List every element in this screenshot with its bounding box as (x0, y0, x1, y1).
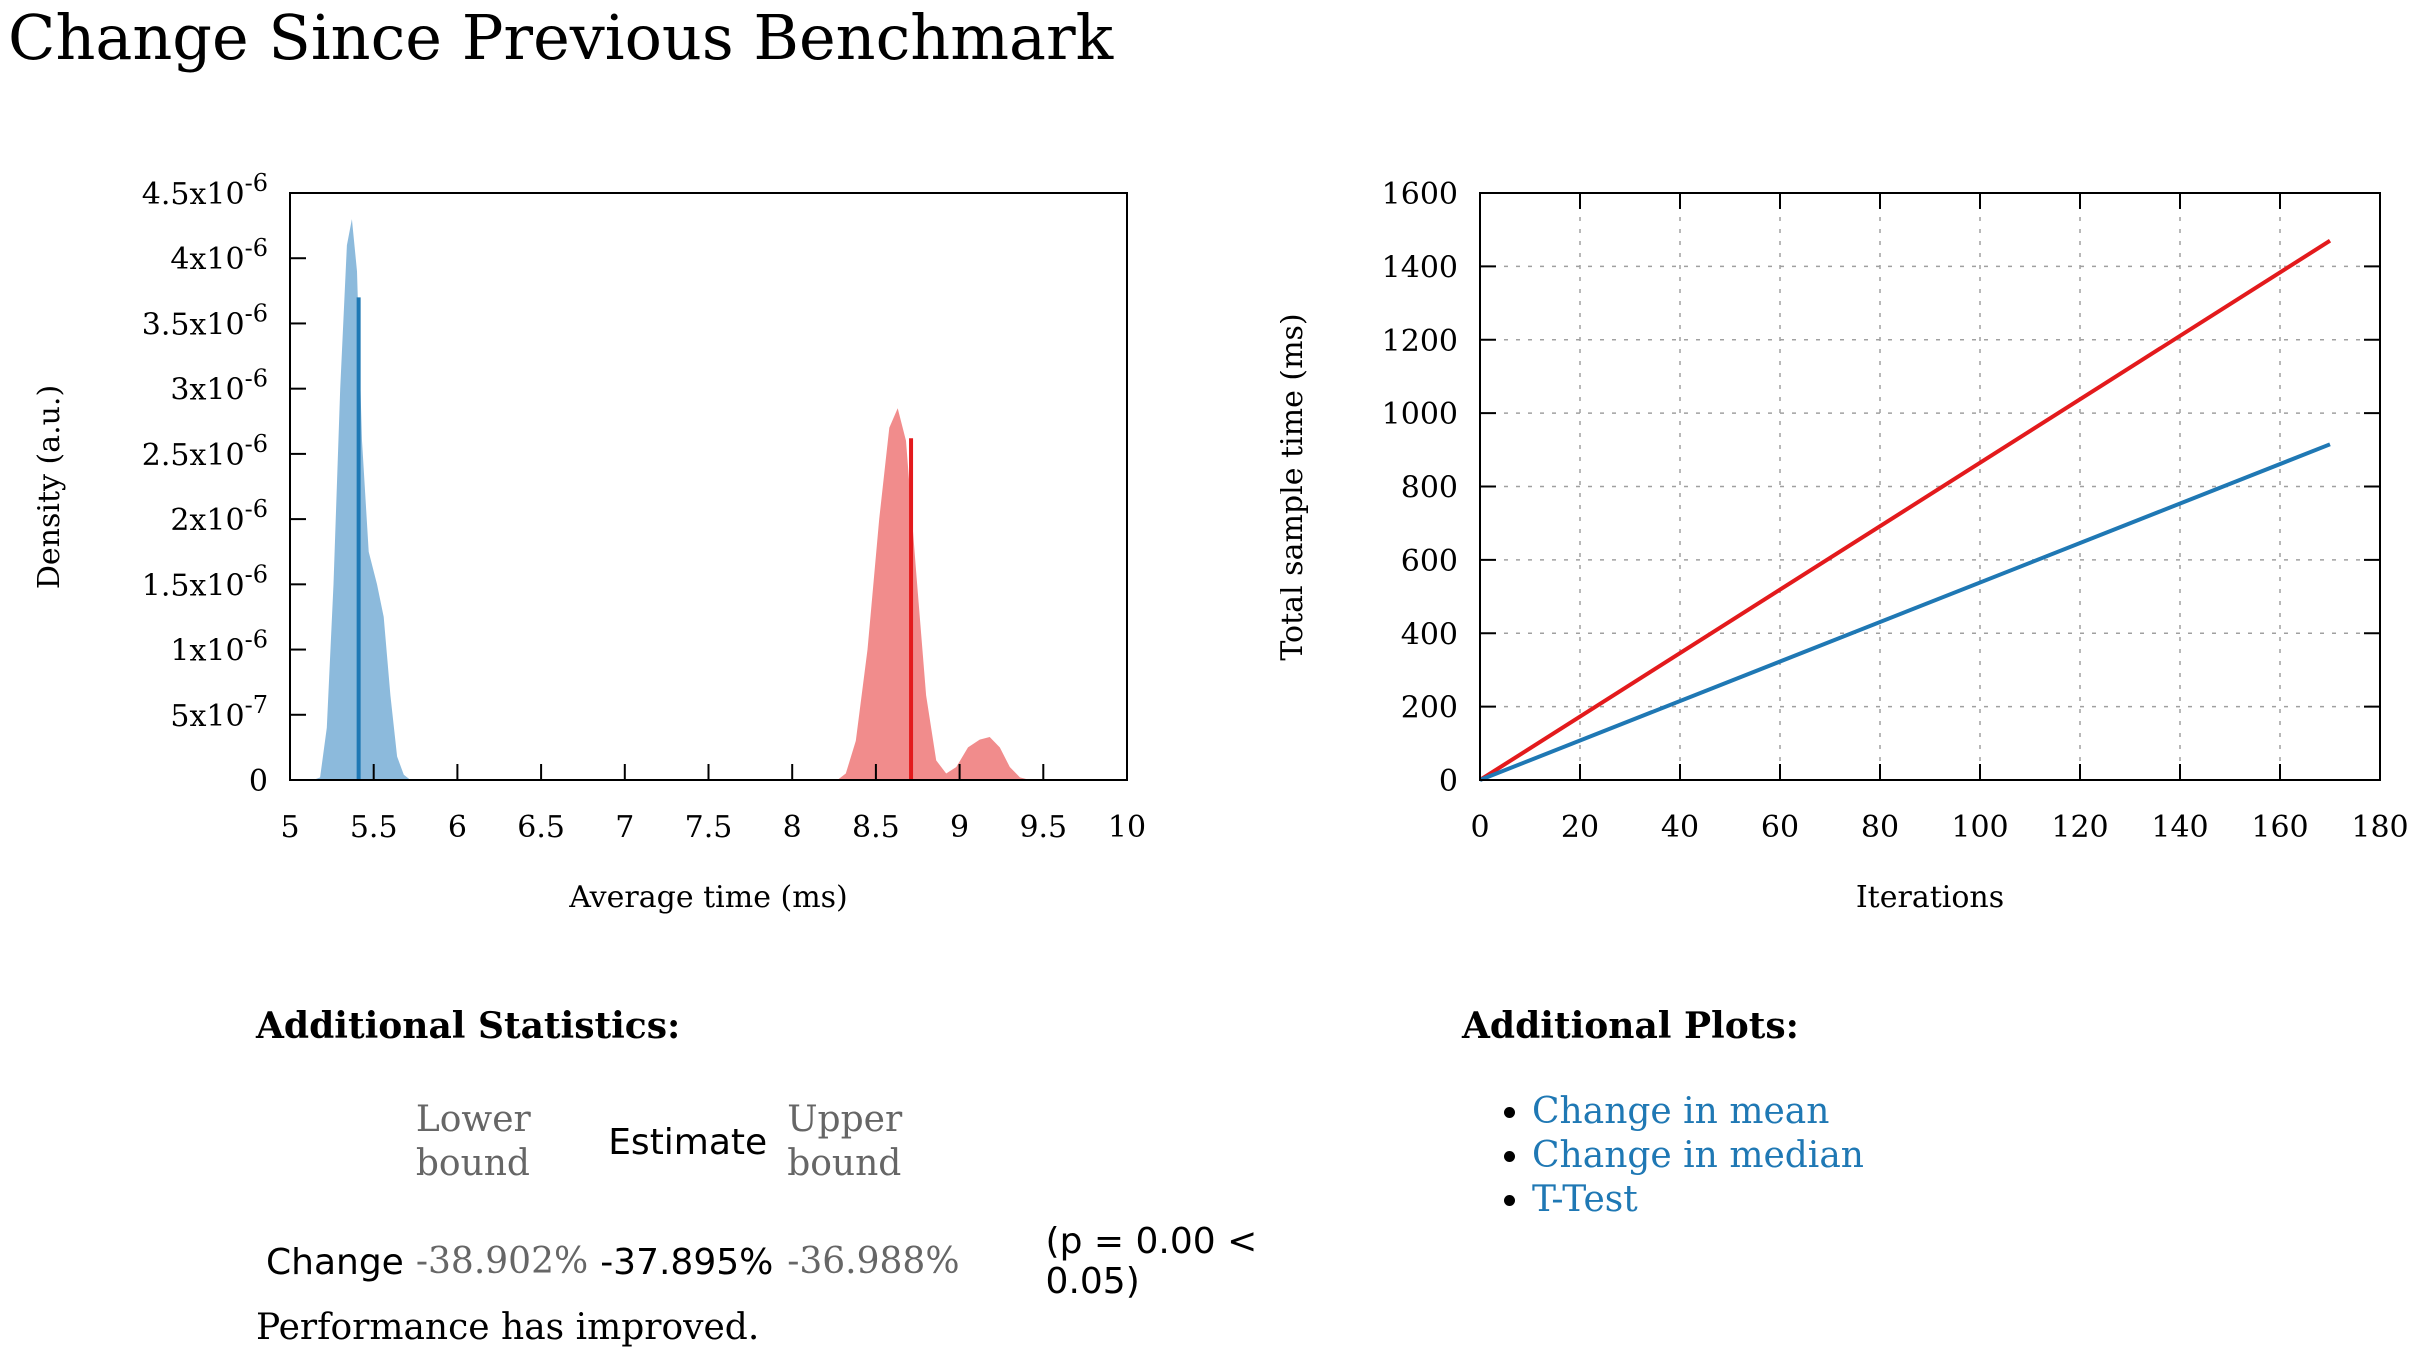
regression-chart: 0 20 40 60 80 100 120 140 160 180 0 200 400 600 800 100… (1280, 177, 2409, 915)
y-tick-label: 600 (1401, 544, 1458, 579)
upper-bound-header: Upper bound (787, 1099, 903, 1184)
y-tick-label: 2x10-6 (170, 495, 268, 538)
link-change-in-mean[interactable]: Change in mean (1532, 1091, 1830, 1132)
x-tick-label: 9 (950, 810, 969, 845)
list-item: Change in median (1532, 1134, 1864, 1178)
plot-frame (289, 192, 1128, 781)
link-t-test[interactable]: T-Test (1532, 1179, 1638, 1220)
x-axis-label: Iterations (1856, 880, 2004, 915)
y-tick-label: 2.5x10-6 (142, 430, 268, 473)
table-header-row: Lower bound Estimate Upper bound (266, 1098, 1266, 1186)
density-chart: 5 5.5 6 6.5 7 7.5 8 8.5 9 9.5 10 0 5x10-7 1x10-6 1.5x1… (32, 169, 1146, 915)
x-tick-label: 180 (2351, 810, 2408, 845)
y-tick-label: 3x10-6 (170, 365, 268, 408)
y-axis-label: Total sample time (ms) (1280, 313, 1310, 660)
performance-verdict: Performance has improved. (256, 1307, 760, 1348)
y-tick-label: 5x10-7 (170, 691, 268, 734)
y-tick-label: 1000 (1382, 397, 1458, 432)
page-title: Change Since Previous Benchmark (8, 1, 1114, 74)
x-tick-label: 20 (1561, 810, 1599, 845)
x-tick-label: 8 (783, 810, 802, 845)
y-tick-label: 0 (249, 764, 268, 799)
density-area-1 (837, 408, 1030, 780)
additional-plots-list: Change in mean Change in median T-Test (1496, 1090, 1864, 1222)
x-tick-label: 7 (615, 810, 634, 845)
series-line-0 (1478, 239, 2332, 782)
y-tick-label: 1600 (1382, 177, 1458, 212)
x-tick-label: 100 (1951, 810, 2008, 845)
x-tick-label: 60 (1761, 810, 1799, 845)
y-tick-label: 1200 (1382, 324, 1458, 359)
lower-bound-header: Lower bound (415, 1099, 531, 1184)
y-tick-label: 1400 (1382, 250, 1458, 285)
y-tick-label: 1.5x10-6 (142, 560, 268, 603)
row-label: Change (266, 1241, 404, 1283)
x-tick-label: 5.5 (350, 810, 398, 845)
additional-plots-title: Additional Plots: (1462, 1005, 1799, 1047)
y-tick-label: 200 (1401, 691, 1458, 726)
x-axis-label: Average time (ms) (568, 880, 848, 915)
list-item: T-Test (1532, 1178, 1864, 1222)
additional-statistics-title: Additional Statistics: (256, 1005, 681, 1047)
x-tick-label: 160 (2251, 810, 2308, 845)
x-tick-label: 80 (1861, 810, 1899, 845)
x-tick-label: 8.5 (852, 810, 900, 845)
x-tick-label: 10 (1108, 810, 1146, 845)
x-tick-label: 6.5 (517, 810, 565, 845)
upper-bound-value: -36.988% (787, 1241, 960, 1282)
density-area-0 (313, 219, 411, 781)
series-line-1 (1479, 442, 2331, 782)
list-item: Change in mean (1532, 1090, 1864, 1134)
p-value: (p = 0.00 < 0.05) (1045, 1221, 1258, 1302)
estimate-value: -37.895% (600, 1241, 774, 1283)
table-row: Change -38.902% -37.895% -36.988% (p = 0… (266, 1186, 1266, 1302)
x-tick-label: 120 (2051, 810, 2108, 845)
y-tick-label: 1x10-6 (170, 626, 268, 669)
y-tick-label: 0 (1439, 764, 1458, 799)
statistics-table: Lower bound Estimate Upper bound Change … (254, 1098, 1278, 1302)
estimate-header: Estimate (608, 1121, 768, 1163)
x-tick-label: 5 (280, 810, 299, 845)
y-tick-label: 4.5x10-6 (142, 169, 268, 212)
lower-bound-value: -38.902% (415, 1241, 589, 1282)
y-tick-label: 4x10-6 (170, 234, 268, 277)
y-axis-label: Density (a.u.) (32, 385, 67, 589)
y-tick-label: 400 (1401, 617, 1458, 652)
x-tick-label: 9.5 (1019, 810, 1067, 845)
x-tick-label: 40 (1661, 810, 1699, 845)
x-tick-label: 7.5 (685, 810, 733, 845)
x-tick-label: 6 (448, 810, 467, 845)
y-tick-label: 800 (1401, 471, 1458, 506)
y-tick-label: 3.5x10-6 (142, 299, 268, 342)
x-tick-label: 140 (2151, 810, 2208, 845)
link-change-in-median[interactable]: Change in median (1532, 1135, 1864, 1176)
x-tick-label: 0 (1470, 810, 1489, 845)
